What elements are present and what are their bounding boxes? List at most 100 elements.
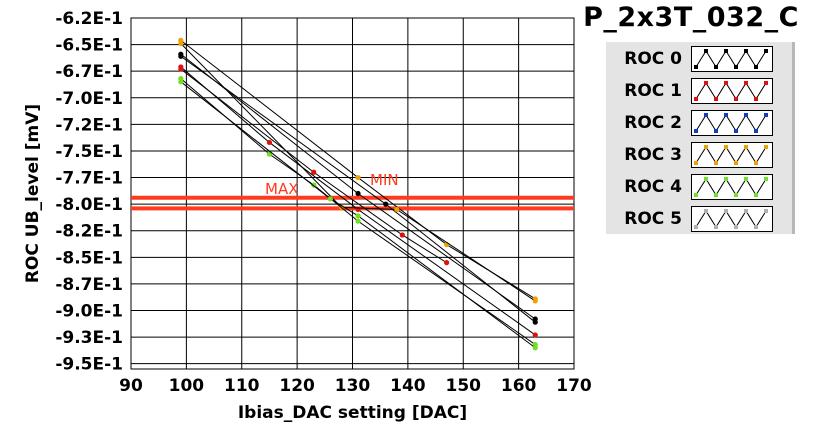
- data-point: [178, 66, 184, 72]
- legend-item: ROC 1: [606, 78, 792, 104]
- legend-line: [695, 50, 767, 68]
- legend-item: ROC 5: [606, 206, 792, 232]
- legend-marker: [764, 177, 768, 181]
- legend-marker: [744, 81, 748, 85]
- legend-marker: [734, 161, 738, 165]
- legend-marker: [754, 161, 758, 165]
- y-tick-label: -6.5E-1: [55, 36, 123, 56]
- x-tick-label: 90: [119, 376, 143, 396]
- x-axis-ticks: 90 100 110 120 130 140 150 160 170: [119, 376, 592, 396]
- legend-item: ROC 3: [606, 142, 792, 168]
- legend-swatch: [691, 206, 773, 232]
- legend-marker: [764, 209, 768, 213]
- data-point: [178, 79, 184, 85]
- data-point: [355, 190, 361, 197]
- legend-label: ROC 2: [624, 113, 682, 133]
- legend-label: ROC 1: [624, 81, 682, 101]
- legend-marker: [694, 129, 698, 133]
- legend-marker: [734, 129, 738, 133]
- y-tick-label: -8.0E-1: [55, 195, 123, 215]
- x-tick-label: 120: [279, 376, 315, 396]
- y-tick-label: -7.5E-1: [55, 142, 123, 162]
- legend-marker: [704, 209, 708, 213]
- legend-marker: [724, 81, 728, 85]
- legend-marker: [754, 65, 758, 69]
- data-point: [383, 201, 389, 207]
- legend-marker: [754, 97, 758, 101]
- y-axis-title: ROC UB_level [mV]: [23, 104, 43, 283]
- plot-title: P_2x3T_032_C: [583, 2, 799, 33]
- legend-marker: [704, 113, 708, 117]
- legend-marker: [714, 193, 718, 197]
- series-5: [178, 40, 538, 304]
- data-point: [178, 53, 184, 59]
- x-tick-label: 150: [446, 376, 482, 396]
- data-point: [444, 260, 450, 266]
- y-tick-label: -8.7E-1: [55, 275, 123, 295]
- threshold-label-max: MAX: [265, 180, 298, 198]
- legend-marker: [704, 81, 708, 85]
- legend-label: ROC 4: [624, 177, 682, 197]
- threshold-line-min: [131, 206, 574, 211]
- legend-marker: [754, 129, 758, 133]
- legend-marker: [744, 49, 748, 53]
- threshold-label-min: MIN: [370, 171, 399, 189]
- legend-swatch: [691, 174, 773, 200]
- y-tick-label: -9.0E-1: [55, 302, 123, 322]
- legend-label: ROC 0: [624, 49, 682, 69]
- data-point: [266, 151, 273, 157]
- legend-label: ROC 5: [624, 209, 682, 229]
- legend-marker: [754, 225, 758, 229]
- series-line: [180, 43, 536, 302]
- legend-marker: [714, 65, 718, 69]
- data-point: [327, 196, 333, 202]
- legend-line: [695, 82, 767, 100]
- y-tick-label: -8.2E-1: [55, 222, 123, 242]
- y-tick-label: -8.5E-1: [55, 248, 123, 268]
- legend-swatch: [691, 46, 773, 72]
- legend-marker: [754, 193, 758, 197]
- data-point: [532, 332, 538, 338]
- y-tick-label: -9.3E-1: [55, 328, 123, 348]
- legend-marker: [714, 161, 718, 165]
- y-tick-label: -7.2E-1: [55, 115, 123, 135]
- legend-marker: [714, 225, 718, 229]
- y-tick-label: -7.7E-1: [55, 169, 123, 189]
- series-line: [180, 81, 536, 349]
- legend-marker: [694, 193, 698, 197]
- legend-marker: [694, 225, 698, 229]
- legend-marker: [694, 65, 698, 69]
- data-point: [532, 298, 538, 304]
- legend: ROC 0 ROC 1 ROC 2 ROC 3 ROC 4 ROC 5: [606, 42, 795, 234]
- series-1: [178, 53, 538, 325]
- data-point: [394, 206, 400, 213]
- y-tick-label: -6.2E-1: [55, 9, 123, 29]
- x-axis-title: Ibias_DAC setting [DAC]: [238, 403, 467, 423]
- data-point: [266, 139, 273, 146]
- x-tick-label: 130: [335, 376, 371, 396]
- data-point: [311, 169, 317, 175]
- legend-item: ROC 4: [606, 174, 792, 200]
- legend-marker: [704, 49, 708, 53]
- legend-marker: [764, 113, 768, 117]
- legend-marker: [714, 97, 718, 101]
- legend-marker: [704, 177, 708, 181]
- thresholds: MAX MIN: [131, 171, 574, 211]
- data-point: [399, 232, 405, 238]
- y-tick-label: -7.0E-1: [55, 89, 123, 109]
- series-line: [180, 66, 536, 336]
- legend-marker: [714, 129, 718, 133]
- legend-marker: [694, 161, 698, 165]
- series-7: [178, 79, 538, 351]
- legend-marker: [734, 225, 738, 229]
- y-tick-label: -9.5E-1: [55, 355, 123, 375]
- x-tick-label: 140: [390, 376, 426, 396]
- data-point: [532, 319, 538, 325]
- legend-marker: [694, 97, 698, 101]
- legend-item: ROC 0: [606, 46, 792, 72]
- x-tick-label: 110: [224, 376, 260, 396]
- legend-marker: [734, 65, 738, 69]
- series-3: [178, 66, 450, 266]
- legend-marker: [724, 177, 728, 181]
